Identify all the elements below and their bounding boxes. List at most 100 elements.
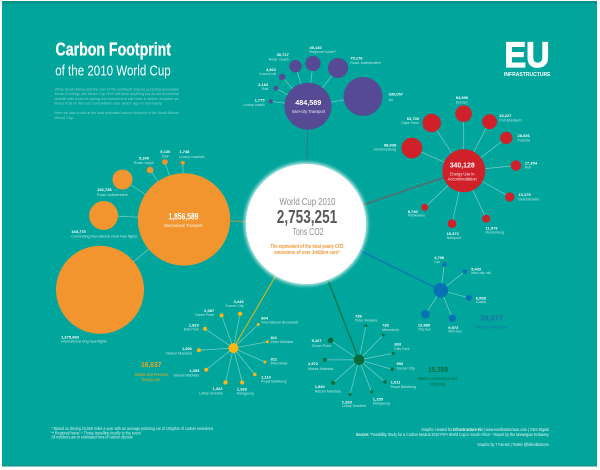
svg-text:1,375,863: 1,375,863	[61, 335, 80, 340]
svg-text:Carbon Footprint: Carbon Footprint	[56, 38, 172, 59]
svg-text:Luxury coaches: Luxury coaches	[179, 155, 204, 159]
svg-text:EU: EU	[505, 36, 550, 75]
svg-text:of the 2010 World Cup: of the 2010 World Cup	[55, 63, 171, 79]
svg-text:1,540: 1,540	[315, 384, 326, 389]
svg-text:** Regional home = Those trave: ** Regional home = Those travelling loca…	[51, 430, 141, 435]
svg-text:Luxury coach: Luxury coach	[243, 103, 264, 107]
svg-text:Royal Bafokeng: Royal Bafokeng	[391, 385, 416, 389]
svg-text:738: 738	[355, 313, 362, 318]
svg-text:Polokwane: Polokwane	[408, 214, 426, 218]
svg-text:811: 811	[271, 335, 278, 340]
svg-text:Regional home**: Regional home**	[310, 50, 338, 54]
svg-text:Peter Mokaba: Peter Mokaba	[271, 340, 293, 344]
svg-text:Moses Mabhida: Moses Mabhida	[174, 373, 199, 377]
svg-text:330,057: 330,057	[389, 92, 404, 97]
svg-text:11,973: 11,973	[486, 226, 499, 231]
svg-text:Accommodation: Accommodation	[448, 176, 477, 181]
svg-text:1,823: 1,823	[189, 323, 200, 328]
svg-text:1,353: 1,353	[189, 368, 200, 373]
svg-text:15,359: 15,359	[428, 365, 448, 374]
svg-text:Ellis Park: Ellis Park	[394, 347, 409, 351]
svg-text:1,269: 1,269	[237, 386, 248, 391]
svg-text:28,526: 28,526	[518, 133, 531, 138]
svg-text:Pretoria: Pretoria	[518, 138, 531, 142]
svg-text:Rail: Rail	[262, 87, 268, 91]
svg-text:While South Africa and the res: While South Africa and the rest of the c…	[55, 87, 180, 92]
svg-text:6,538: 6,538	[476, 295, 487, 300]
svg-text:1,110: 1,110	[261, 374, 272, 379]
svg-text:Tons CO2: Tons CO2	[293, 227, 324, 238]
svg-text:16,637: 16,637	[141, 360, 162, 369]
svg-text:INFRASTRUCTURE: INFRASTRUCTURE	[504, 72, 551, 78]
svg-text:Mangaung: Mangaung	[237, 392, 254, 396]
svg-text:International Broadcast: International Broadcast	[261, 320, 298, 324]
svg-text:Intra-city rail: Intra-city rail	[471, 271, 491, 275]
svg-text:1,775: 1,775	[255, 98, 266, 103]
svg-text:1,856,589: 1,856,589	[169, 212, 199, 222]
svg-text:Mbombela: Mbombela	[382, 328, 399, 332]
svg-text:75,176: 75,176	[350, 56, 363, 61]
svg-text:12,989: 12,989	[418, 323, 431, 328]
svg-text:Soccer City: Soccer City	[397, 366, 416, 370]
svg-text:8,740: 8,740	[408, 209, 419, 214]
svg-text:Bloemfontein: Bloemfontein	[518, 197, 539, 201]
svg-text:5,432: 5,432	[471, 266, 482, 271]
svg-text:804: 804	[261, 315, 268, 320]
svg-text:emissions of over 1million car: emissions of over 1million cars*	[274, 250, 340, 256]
svg-text:10,372: 10,372	[447, 231, 460, 236]
svg-text:times that of the last competi: times that of the last competition four …	[55, 101, 163, 106]
svg-text:17,354: 17,354	[525, 160, 538, 165]
svg-text:1,011: 1,011	[391, 380, 402, 385]
svg-text:Graphic created for Infrastruc: Graphic created for Infrastructure EU | …	[421, 427, 549, 432]
svg-text:Road, independent: Road, independent	[350, 61, 380, 65]
svg-text:Stadia and Precinct: Stadia and Precinct	[134, 372, 168, 377]
svg-text:Road, coach: Road, coach	[134, 161, 154, 165]
svg-text:Mini-bus: Mini-bus	[448, 330, 462, 334]
svg-text:The equivalent of the total ye: The equivalent of the total yearly CO2	[270, 244, 343, 250]
svg-text:39,577: 39,577	[480, 314, 503, 323]
svg-text:1,692: 1,692	[182, 346, 193, 351]
svg-text:54,990: 54,990	[456, 95, 469, 100]
svg-text:Mangaung: Mangaung	[373, 402, 390, 406]
svg-text:2,162: 2,162	[258, 82, 269, 87]
svg-text:Cape Town: Cape Town	[401, 121, 419, 125]
svg-text:Soccer City: Soccer City	[225, 304, 244, 308]
svg-text:1,748: 1,748	[179, 149, 190, 154]
svg-text:484,589: 484,589	[295, 98, 321, 107]
svg-text:Car: Car	[434, 260, 441, 264]
svg-text:13,179: 13,179	[518, 192, 531, 197]
svg-text:Intra-city Transport: Intra-city Transport	[475, 325, 507, 330]
svg-text:Nelson Mandela: Nelson Mandela	[315, 390, 341, 394]
svg-text:Port Elizabeth: Port Elizabeth	[499, 118, 521, 122]
svg-text:Nelspruit: Nelspruit	[447, 236, 461, 240]
svg-text:Here we take a look at the tot: Here we take a look at the total estimat…	[55, 110, 180, 115]
svg-text:World Cup 2010: World Cup 2010	[280, 197, 336, 208]
svg-text:Air: Air	[389, 98, 394, 102]
svg-text:Rustenburg: Rustenburg	[486, 231, 505, 235]
svg-text:952: 952	[397, 361, 404, 366]
svg-text:forms of energy, the World Cup: forms of energy, the World Cup 2010 will…	[55, 91, 180, 96]
svg-text:Source: ‘Feasibility Study for: Source: ‘Feasibility Study for a Carbon …	[356, 432, 550, 437]
svg-text:International long haul flight: International long haul flights	[61, 340, 107, 344]
svg-text:International Transport: International Transport	[164, 223, 203, 229]
svg-text:5,167: 5,167	[312, 338, 323, 343]
svg-text:Connecting international short: Connecting international short haul flig…	[71, 235, 137, 239]
svg-text:Loftus Versfeld: Loftus Versfeld	[199, 391, 223, 395]
svg-text:2,972: 2,972	[308, 361, 319, 366]
svg-text:340,128: 340,128	[450, 161, 475, 170]
svg-text:Energy Use in: Energy Use in	[450, 171, 475, 176]
svg-text:Coach: Coach	[476, 300, 486, 304]
svg-text:1,322: 1,322	[212, 386, 223, 391]
svg-text:Ellis Park: Ellis Park	[184, 327, 199, 331]
svg-text:4,796: 4,796	[434, 255, 445, 260]
svg-text:88,039: 88,039	[384, 143, 397, 148]
svg-text:1,263: 1,263	[342, 399, 353, 404]
svg-text:Nelson Mandela: Nelson Mandela	[166, 351, 192, 355]
svg-text:30,727: 30,727	[277, 52, 290, 57]
svg-text:Peter Mokaba: Peter Mokaba	[355, 318, 377, 322]
svg-text:4,922: 4,922	[266, 67, 277, 72]
svg-text:Green Point: Green Point	[312, 344, 331, 348]
svg-text:Green Point: Green Point	[195, 313, 214, 317]
svg-text:benefit with a report saying t: benefit with a report saying the tournam…	[55, 96, 180, 101]
svg-text:World Cup.: World Cup.	[55, 115, 75, 120]
